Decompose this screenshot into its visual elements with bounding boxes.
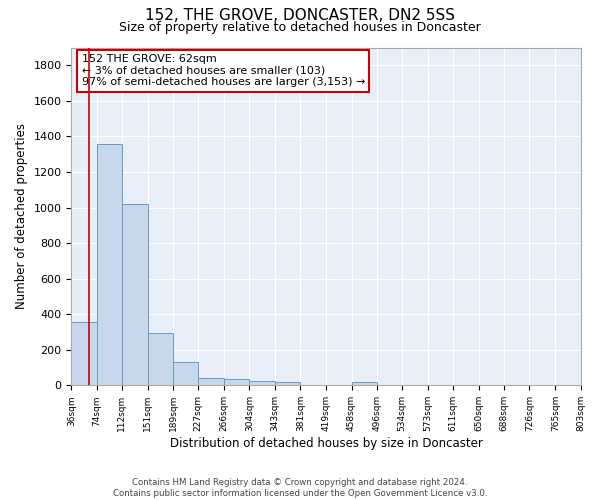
Bar <box>352 382 377 386</box>
Text: 152 THE GROVE: 62sqm
← 3% of detached houses are smaller (103)
97% of semi-detac: 152 THE GROVE: 62sqm ← 3% of detached ho… <box>82 54 365 88</box>
Bar <box>275 382 301 386</box>
Text: Size of property relative to detached houses in Doncaster: Size of property relative to detached ho… <box>119 22 481 35</box>
Y-axis label: Number of detached properties: Number of detached properties <box>15 124 28 310</box>
Bar <box>148 333 173 386</box>
Bar <box>122 204 148 386</box>
Bar <box>224 379 249 386</box>
Bar <box>71 322 97 386</box>
X-axis label: Distribution of detached houses by size in Doncaster: Distribution of detached houses by size … <box>170 437 482 450</box>
Bar <box>173 362 198 386</box>
Text: 152, THE GROVE, DONCASTER, DN2 5SS: 152, THE GROVE, DONCASTER, DN2 5SS <box>145 8 455 22</box>
Bar <box>249 381 275 386</box>
Bar <box>97 144 122 386</box>
Bar <box>198 378 224 386</box>
Text: Contains HM Land Registry data © Crown copyright and database right 2024.
Contai: Contains HM Land Registry data © Crown c… <box>113 478 487 498</box>
